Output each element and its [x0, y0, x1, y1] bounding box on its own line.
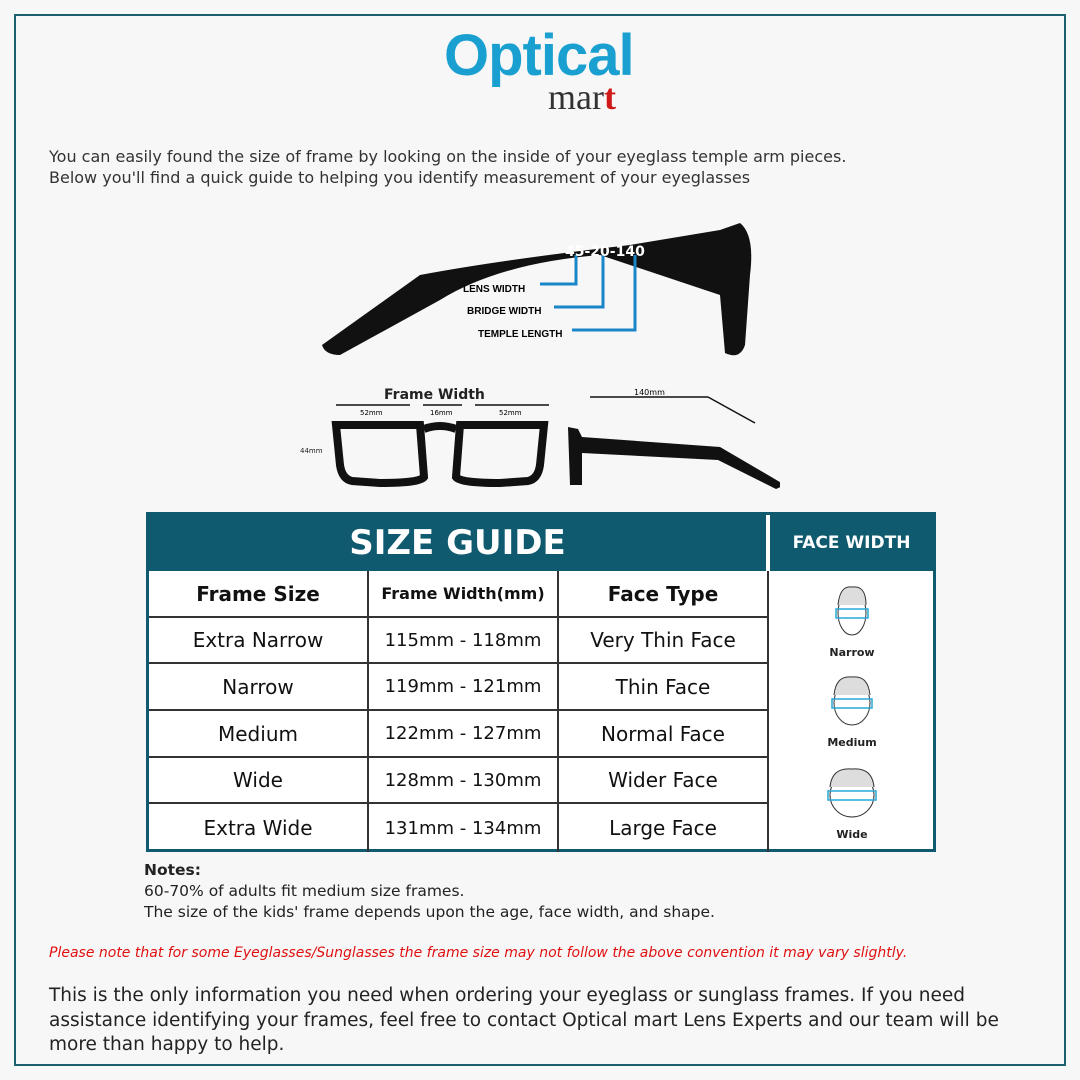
intro-text: You can easily found the size of frame b… [49, 146, 846, 188]
face-narrow-icon [835, 586, 869, 636]
warning-text: Please note that for some Eyeglasses/Sun… [49, 945, 908, 961]
glasses-diagram: 45-20-140 LENS WIDTH BRIDGE WIDTH TEMPLE… [322, 223, 780, 489]
table-cell: 122mm - 127mm [369, 711, 559, 758]
face-wide-icon [827, 768, 877, 818]
table-cell: Very Thin Face [559, 618, 769, 664]
closing-text: This is the only information you need wh… [49, 985, 999, 1055]
lens-mm: 52mm [360, 409, 383, 417]
table-cell: 131mm - 134mm [369, 804, 559, 852]
table-cell: Normal Face [559, 711, 769, 758]
header-frame-size: Frame Size [149, 571, 369, 618]
lens2-mm: 52mm [499, 409, 522, 417]
table-cell: 128mm - 130mm [369, 758, 559, 804]
page-border [14, 14, 1066, 1066]
note-line: 60-70% of adults fit medium size frames. [144, 882, 465, 900]
front-frame [331, 421, 549, 488]
side-frame [568, 427, 780, 489]
note-line: The size of the kids' frame depends upon… [144, 903, 715, 921]
bridge-mm: 16mm [430, 409, 453, 417]
height-mm: 44mm [300, 447, 323, 455]
logo-mart: mart [548, 77, 616, 117]
lens-width-label: LENS WIDTH [463, 284, 525, 295]
temple-mm: 140mm [634, 388, 665, 397]
table-cell: Medium [149, 711, 369, 758]
table-cell: Large Face [559, 804, 769, 852]
table-cell: Extra Wide [149, 804, 369, 852]
table-cell: 119mm - 121mm [369, 664, 559, 711]
face-medium: Medium [819, 667, 885, 749]
pointer-lines [540, 255, 637, 332]
table-cell: 115mm - 118mm [369, 618, 559, 664]
face-width-column: Narrow Medium Wide [769, 571, 933, 852]
face-width-title: FACE WIDTH [770, 515, 933, 571]
temple-length-label: TEMPLE LENGTH [478, 329, 562, 340]
header-frame-width: Frame Width(mm) [369, 571, 559, 618]
face-wide: Wide [819, 759, 885, 841]
face-narrow: Narrow [819, 577, 885, 659]
logo-optical: Optical [444, 23, 635, 88]
table-cell: Wider Face [559, 758, 769, 804]
frame-width-label: Frame Width [384, 387, 485, 403]
table-cell: Wide [149, 758, 369, 804]
notes-title: Notes: [144, 861, 201, 879]
size-guide-table: SIZE GUIDE FACE WIDTH Frame Size Frame W… [146, 512, 936, 852]
table-cell: Extra Narrow [149, 618, 369, 664]
table-cell: Thin Face [559, 664, 769, 711]
intro-line: Below you'll find a quick guide to helpi… [49, 168, 751, 187]
size-guide-title: SIZE GUIDE [149, 515, 768, 571]
header-face-type: Face Type [559, 571, 769, 618]
table-cell: Narrow [149, 664, 369, 711]
bridge-width-label: BRIDGE WIDTH [467, 306, 541, 317]
notes: Notes: 60-70% of adults fit medium size … [144, 860, 715, 923]
face-medium-icon [831, 676, 873, 726]
temple-code: 45-20-140 [565, 244, 645, 260]
intro-line: You can easily found the size of frame b… [49, 147, 847, 166]
dimension-lines [336, 396, 756, 424]
temple-arm-shape [322, 223, 752, 356]
